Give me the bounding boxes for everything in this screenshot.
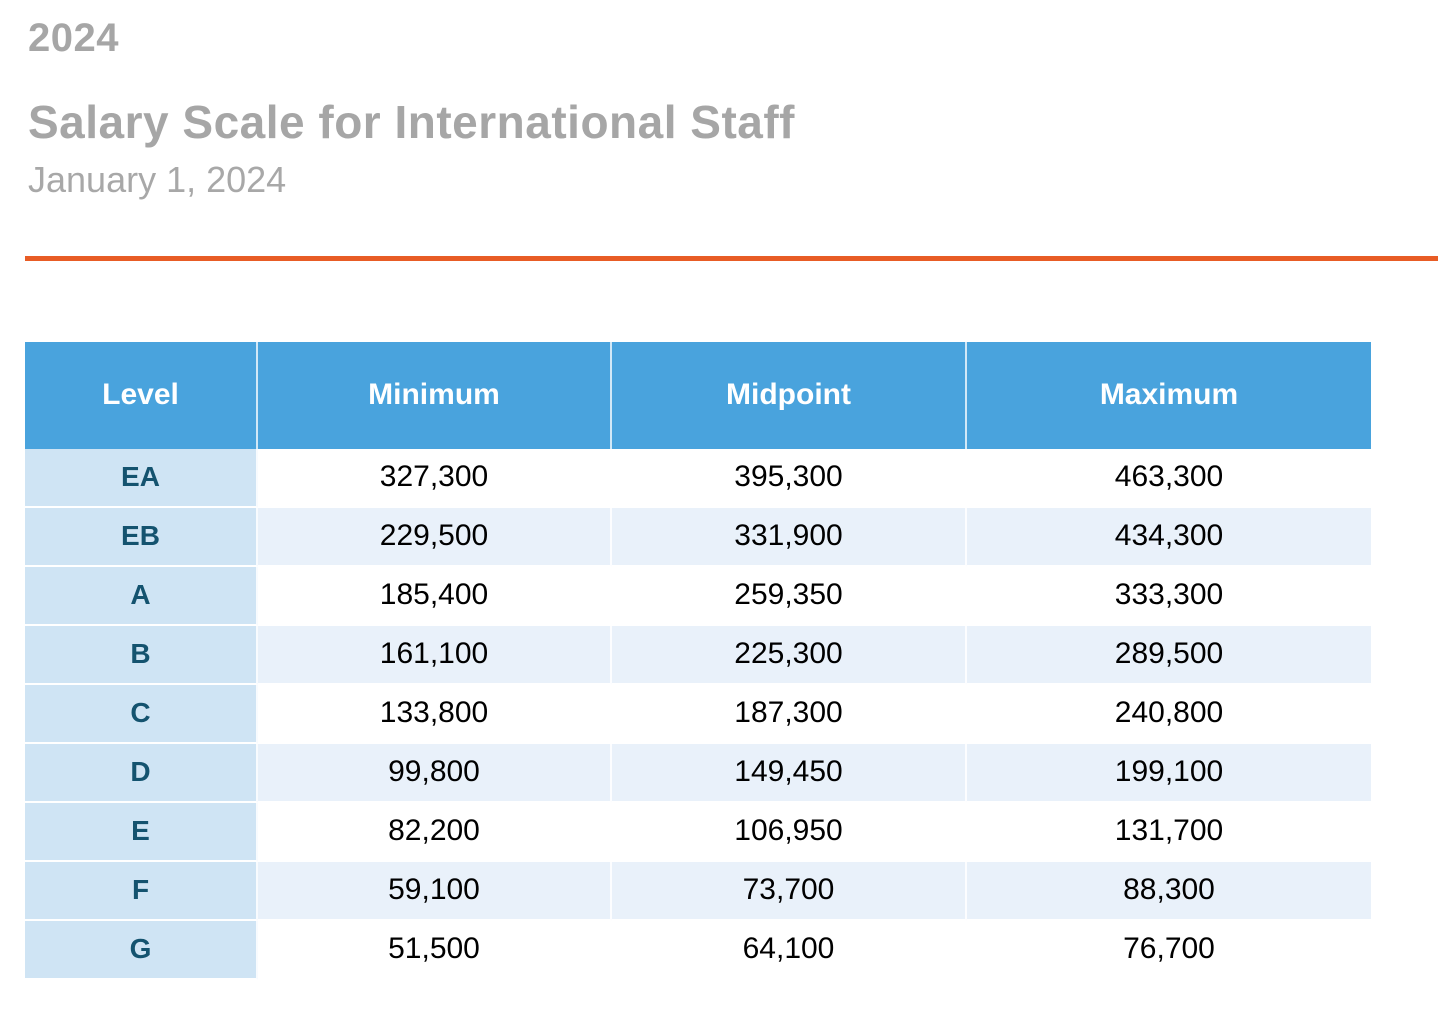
divider-rule	[25, 255, 1438, 261]
table-row: EA 327,300 395,300 463,300	[25, 448, 1371, 508]
midpoint-value-cell: 259,350	[612, 566, 967, 626]
column-header-level: Level	[25, 341, 258, 449]
maximum-value-cell: 289,500	[967, 625, 1371, 685]
minimum-value-cell: 327,300	[258, 448, 612, 508]
minimum-value-cell: 59,100	[258, 861, 612, 921]
maximum-value-cell: 434,300	[967, 507, 1371, 567]
table-row: D 99,800 149,450 199,100	[25, 743, 1371, 803]
salary-scale-table: Level Minimum Midpoint Maximum EA 327,300…	[25, 341, 1371, 980]
column-header-minimum: Minimum	[258, 341, 612, 449]
midpoint-value-cell: 106,950	[612, 802, 967, 862]
midpoint-value-cell: 225,300	[612, 625, 967, 685]
minimum-value-cell: 51,500	[258, 920, 612, 980]
minimum-value-cell: 133,800	[258, 684, 612, 744]
maximum-value-cell: 463,300	[967, 448, 1371, 508]
level-cell: F	[25, 861, 258, 921]
maximum-value-cell: 240,800	[967, 684, 1371, 744]
level-cell: G	[25, 920, 258, 980]
minimum-value-cell: 229,500	[258, 507, 612, 567]
doc-year-heading: 2024	[28, 16, 119, 60]
table-row: C 133,800 187,300 240,800	[25, 684, 1371, 744]
table-row: EB 229,500 331,900 434,300	[25, 507, 1371, 567]
minimum-value-cell: 185,400	[258, 566, 612, 626]
table-row: E 82,200 106,950 131,700	[25, 802, 1371, 862]
level-cell: EA	[25, 448, 258, 508]
minimum-value-cell: 161,100	[258, 625, 612, 685]
level-cell: A	[25, 566, 258, 626]
table-row: F 59,100 73,700 88,300	[25, 861, 1371, 921]
midpoint-value-cell: 331,900	[612, 507, 967, 567]
column-header-maximum: Maximum	[967, 341, 1371, 449]
midpoint-value-cell: 149,450	[612, 743, 967, 803]
minimum-value-cell: 99,800	[258, 743, 612, 803]
level-cell: E	[25, 802, 258, 862]
table-row: A 185,400 259,350 333,300	[25, 566, 1371, 626]
level-cell: C	[25, 684, 258, 744]
table-row: B 161,100 225,300 289,500	[25, 625, 1371, 685]
maximum-value-cell: 88,300	[967, 861, 1371, 921]
level-cell: B	[25, 625, 258, 685]
table-header-row: Level Minimum Midpoint Maximum	[25, 341, 1371, 449]
midpoint-value-cell: 64,100	[612, 920, 967, 980]
table-row: G 51,500 64,100 76,700	[25, 920, 1371, 980]
maximum-value-cell: 76,700	[967, 920, 1371, 980]
maximum-value-cell: 333,300	[967, 566, 1371, 626]
level-cell: EB	[25, 507, 258, 567]
salary-table-body: EA 327,300 395,300 463,300 EB 229,500 331,900 4…	[25, 448, 1371, 980]
minimum-value-cell: 82,200	[258, 802, 612, 862]
midpoint-value-cell: 73,700	[612, 861, 967, 921]
midpoint-value-cell: 395,300	[612, 448, 967, 508]
maximum-value-cell: 131,700	[967, 802, 1371, 862]
level-cell: D	[25, 743, 258, 803]
doc-date-subtitle: January 1, 2024	[28, 159, 287, 201]
column-header-midpoint: Midpoint	[612, 341, 967, 449]
doc-title-heading: Salary Scale for International Staff	[28, 96, 796, 148]
midpoint-value-cell: 187,300	[612, 684, 967, 744]
maximum-value-cell: 199,100	[967, 743, 1371, 803]
